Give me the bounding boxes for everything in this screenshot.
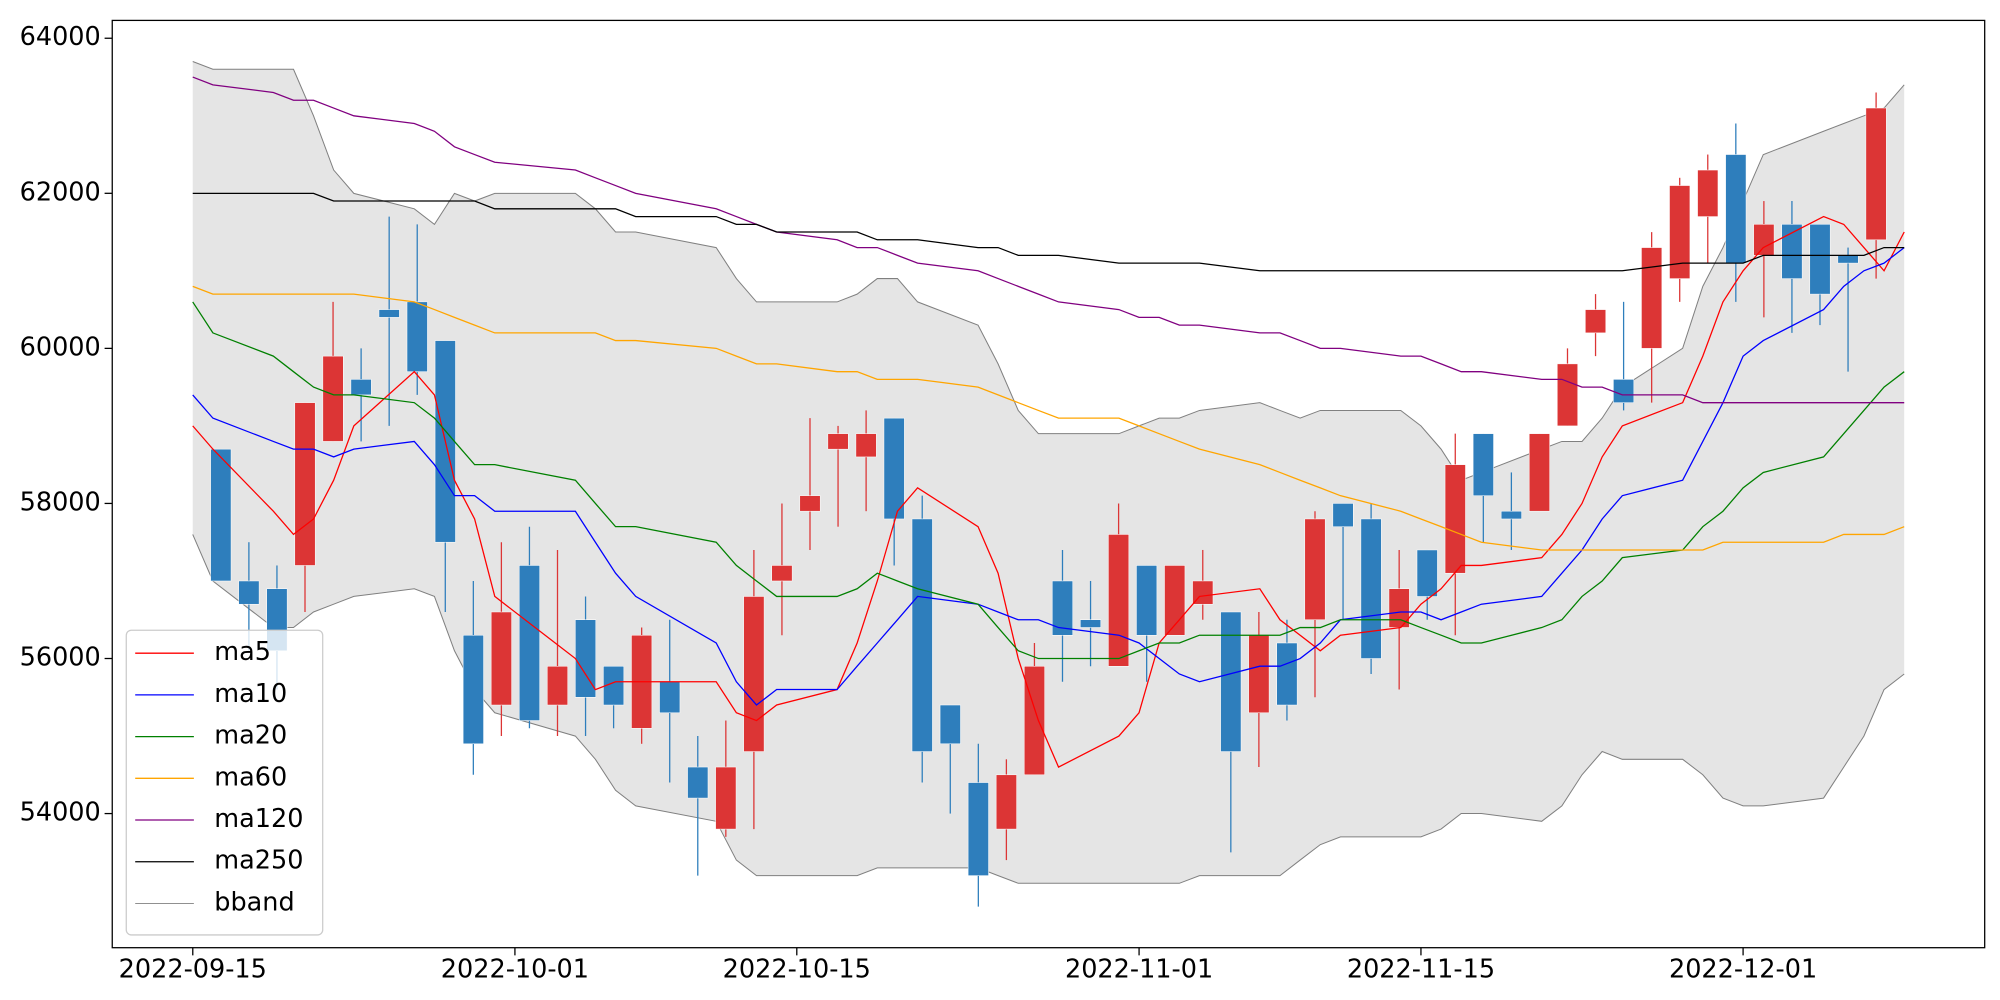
candle-body	[1416, 549, 1438, 597]
ma-line	[192, 247, 1905, 706]
candle-body	[603, 666, 625, 706]
candle-body	[1557, 363, 1578, 427]
candle-body	[1641, 247, 1663, 349]
candle-body	[350, 379, 372, 396]
candle-body	[1528, 433, 1550, 512]
ma-line	[192, 215, 1905, 768]
candle-body	[995, 774, 1017, 830]
candle-body	[547, 666, 568, 706]
candle-body	[939, 704, 961, 745]
candle-body	[1669, 185, 1691, 279]
candle-body	[1248, 634, 1270, 714]
candle-body	[322, 355, 344, 442]
plot-area	[192, 61, 1905, 907]
candle-body	[462, 634, 484, 745]
legend-label: ma250	[214, 846, 303, 876]
candle-body	[1360, 518, 1382, 659]
legend-label: bband	[214, 887, 294, 917]
candle-body	[1332, 503, 1354, 527]
candle-body	[1613, 379, 1635, 403]
candle-body	[827, 433, 849, 450]
candle-body	[1865, 107, 1887, 241]
candle-body	[715, 766, 737, 830]
legend-label: ma10	[214, 679, 287, 709]
candle-body	[1164, 565, 1186, 636]
y-tick-label: 56000	[20, 643, 101, 673]
y-tick-label: 58000	[20, 487, 101, 517]
candle-body	[771, 565, 793, 582]
legend-label: ma20	[214, 721, 287, 751]
candle-body	[1023, 666, 1045, 776]
y-tick-label: 54000	[20, 798, 101, 828]
ma-line	[192, 76, 1905, 404]
candle-body	[1781, 224, 1803, 279]
candle-body	[911, 518, 933, 752]
candle-body	[743, 596, 765, 752]
candle-body	[1080, 619, 1102, 628]
y-tick-label: 64000	[20, 22, 101, 52]
candle-body	[1276, 642, 1298, 706]
candle-body	[967, 782, 989, 876]
candle-body	[210, 448, 232, 582]
candle-body	[490, 611, 512, 706]
ma-line	[192, 285, 1905, 551]
x-tick-label: 2022-12-01	[1669, 955, 1817, 985]
candle-body	[1052, 580, 1073, 636]
candle-body	[294, 402, 316, 566]
ma-line	[192, 192, 1905, 272]
candle-body	[855, 433, 877, 458]
candle-body	[406, 301, 428, 372]
x-tick-label: 2022-10-01	[441, 955, 589, 985]
candle-body	[1809, 224, 1831, 295]
candle-body	[1444, 464, 1466, 574]
candle-body	[1837, 255, 1859, 264]
ma-line	[192, 301, 1905, 660]
candle-body	[1585, 309, 1607, 334]
x-tick-label: 2022-11-15	[1347, 955, 1495, 985]
candle-body	[659, 681, 681, 714]
candle-body	[883, 417, 905, 520]
candle-body	[378, 309, 400, 318]
x-tick-label: 2022-09-15	[119, 955, 267, 985]
candle-body	[1136, 565, 1158, 636]
candle-body	[1472, 433, 1494, 496]
candle-body	[1108, 534, 1130, 667]
candle-body	[687, 766, 709, 799]
candle-body	[238, 580, 260, 605]
candle-body	[1697, 169, 1719, 217]
x-tick-label: 2022-11-01	[1065, 955, 1213, 985]
candle-body	[799, 495, 821, 512]
candle-body	[518, 565, 540, 721]
y-tick-label: 60000	[20, 332, 101, 362]
candle-body	[1725, 154, 1747, 264]
candle-body	[1304, 518, 1326, 620]
legend-box	[125, 629, 324, 936]
candle-body	[1500, 510, 1522, 520]
legend-label: ma60	[214, 762, 287, 792]
axes-frame	[111, 19, 1986, 949]
legend-label: ma120	[214, 804, 303, 834]
candle-body	[1220, 611, 1242, 752]
y-tick-label: 62000	[20, 177, 101, 207]
legend-label: ma5	[214, 637, 271, 667]
candle-body	[1753, 224, 1775, 256]
x-tick-label: 2022-10-15	[723, 955, 871, 985]
